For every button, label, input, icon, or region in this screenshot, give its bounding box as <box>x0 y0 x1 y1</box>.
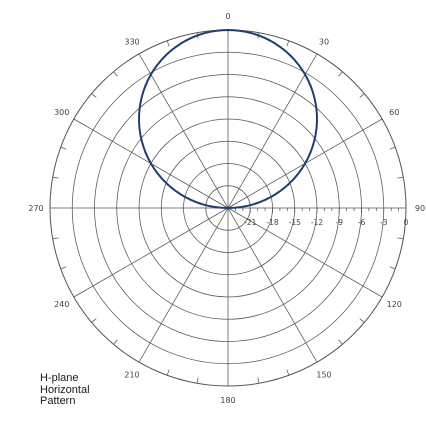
polar-outer-tick <box>60 266 67 270</box>
polar-outer-tick <box>397 176 404 179</box>
angle-label: 150 <box>316 370 331 379</box>
polar-outer-tick <box>113 71 118 77</box>
angle-label: 0 <box>225 12 230 21</box>
angle-label: 270 <box>28 204 43 213</box>
polar-outer-tick <box>52 176 59 179</box>
polar-outer-tick <box>359 93 365 98</box>
caption-line-3: Pattern <box>40 395 76 407</box>
polar-outer-tick <box>389 146 396 150</box>
angle-label: 240 <box>54 300 69 309</box>
radial-db-label: -12 <box>311 218 323 227</box>
polar-outer-tick <box>397 237 404 240</box>
radial-db-label: -3 <box>380 218 388 227</box>
angle-label: 180 <box>220 396 235 405</box>
polar-outer-tick <box>338 339 343 345</box>
polar-outer-tick <box>91 93 97 98</box>
polar-outer-tick <box>91 318 97 323</box>
radial-db-label: -9 <box>336 218 344 227</box>
polar-outer-tick <box>196 377 199 384</box>
polar-spoke <box>138 207 229 363</box>
polar-outer-tick <box>113 339 118 345</box>
angle-label: 330 <box>124 38 139 47</box>
caption-line-1: H-plane <box>40 372 79 384</box>
polar-spoke <box>227 207 383 298</box>
polar-spoke <box>138 53 229 209</box>
polar-outer-tick <box>52 237 59 240</box>
polar-spoke <box>73 207 229 298</box>
polar-spoke <box>227 53 318 209</box>
angle-label: 300 <box>54 108 69 117</box>
polar-outer-tick <box>286 369 290 376</box>
angle-label: 90 <box>415 204 425 213</box>
polar-outer-tick <box>257 377 260 384</box>
radial-db-label: -6 <box>358 218 366 227</box>
polar-outer-tick <box>338 71 343 77</box>
angle-label: 120 <box>387 300 402 309</box>
caption-line-2: Horizontal <box>40 383 90 396</box>
radial-db-label: -21 <box>244 218 256 227</box>
polar-outer-tick <box>286 40 290 47</box>
angle-label: 30 <box>319 38 329 47</box>
radial-db-label: -15 <box>289 218 301 227</box>
angle-label: 60 <box>389 108 399 117</box>
radial-db-label: 0 <box>404 218 409 227</box>
polar-outer-tick <box>359 318 365 323</box>
radial-db-label: -18 <box>266 218 278 227</box>
polar-outer-tick <box>166 40 170 47</box>
pattern-trace <box>138 29 318 210</box>
pattern-caption: H-plane Horizontal Pattern <box>40 372 90 408</box>
polar-outer-tick <box>166 369 170 376</box>
polar-outer-tick <box>60 146 67 150</box>
polar-spoke <box>227 207 318 363</box>
angle-label: 210 <box>124 370 139 379</box>
polar-outer-tick <box>389 266 396 270</box>
